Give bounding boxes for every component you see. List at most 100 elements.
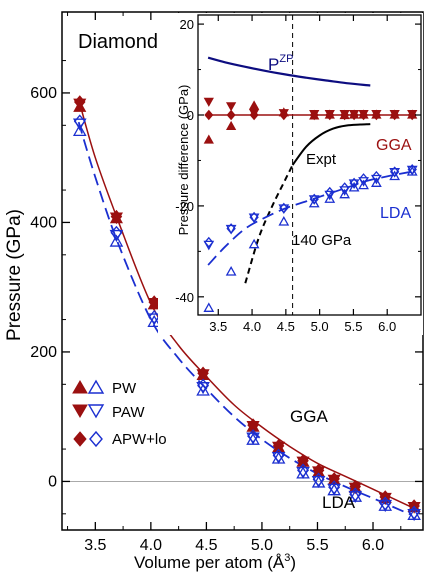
lda-pw-point (109, 234, 124, 247)
inset-lda-apw-point (358, 173, 369, 185)
lda-apw-point (73, 114, 86, 129)
legend-item-apw-lo: APW+lo (73, 430, 167, 448)
gga-apw-point (110, 209, 123, 224)
inset-expt-curve-solid (291, 123, 371, 166)
inset-lda-apw-point (204, 236, 214, 248)
legend-marker-pw-filled (72, 380, 88, 394)
main-points (72, 95, 421, 522)
inset-x-tick-label: 5.5 (344, 319, 362, 334)
inset-lda-pw-point (339, 188, 351, 199)
inset-lda-paw-point (308, 195, 320, 205)
inset-x-tick-label: 5.0 (311, 319, 329, 334)
inset-lda-pw-point (278, 215, 290, 226)
inset-gga-apw-point (325, 109, 335, 121)
inset-lda-pw-point (308, 197, 320, 208)
inset-lda-apw-point (249, 211, 259, 223)
inset-x-tick-label: 4.0 (243, 319, 261, 334)
x-tick-label: 4.0 (140, 537, 162, 554)
inset-lda-pw-point (371, 177, 382, 187)
inset-lda-pw-point (348, 181, 360, 192)
lda-apw-point (408, 505, 421, 520)
inset-y-axis-label: Pressure difference (GPa) (176, 85, 191, 236)
inset-gga-apw-point (349, 109, 359, 121)
lda-apw-point (197, 378, 210, 393)
legend-marker-apw-open (89, 430, 103, 448)
inset-y-tick-label: 20 (180, 17, 194, 32)
inset-gga-apw-point (371, 109, 381, 121)
inset-gga-paw-point (203, 97, 214, 107)
inset-y-tick-label: 0 (187, 108, 194, 123)
legend-label-apw-lo: APW+lo (112, 431, 167, 448)
lda-apw-point (247, 429, 260, 444)
inset-lda-paw-point (406, 165, 418, 176)
inset-lda-paw-point (225, 224, 237, 235)
gga-apw-point (74, 95, 86, 109)
inset-lda-paw-point (248, 213, 260, 224)
inset-lda-apw-point (371, 170, 382, 182)
inset-annotation-lda: LDA (380, 205, 411, 222)
chart-title: Diamond (78, 31, 158, 53)
inset-x-tick-label: 6.0 (378, 319, 396, 334)
y-tick-label: 200 (30, 344, 57, 361)
legend-marker-paw-open (87, 404, 105, 419)
lda-pw-point (147, 314, 162, 328)
inset-lda-pw-point (203, 302, 215, 312)
legend: PW PAW APW+lo (72, 379, 167, 448)
lda-apw-point (148, 309, 161, 324)
inset-x-tick-label: 4.5 (277, 319, 295, 334)
gga-series-label: GGA (290, 407, 328, 426)
inset-annotation-pzp: PZP (268, 53, 293, 74)
inset-lda-apw-point (349, 177, 359, 189)
inset-lda-apw-point (309, 193, 319, 205)
inset-zero-point-curve (207, 56, 371, 87)
inset-gga-apw-point (340, 109, 350, 121)
inset-y-tick-label: -20 (175, 199, 194, 214)
inset-ticks: 3.5 4.0 4.5 5.0 5.5 6.0 -40 -20 0 20 (175, 15, 421, 334)
legend-marker-apw-filled (73, 431, 87, 447)
inset-lda-curve (207, 170, 412, 266)
inset-lda-pw-point (248, 238, 260, 249)
gga-apw-point (148, 295, 160, 309)
inset-gga-paw-point (225, 102, 237, 112)
lda-apw-point (328, 480, 341, 495)
inset-annotation-140gpa: 140 GPa (292, 232, 352, 249)
x-tick-label: 6.0 (362, 537, 384, 554)
inset-gga-apw-point (309, 109, 319, 121)
lda-pw-point (196, 383, 210, 396)
inset-lda-pw-point (225, 265, 237, 276)
x-tick-label: 5.5 (306, 537, 328, 554)
inset-gga-apw-point (249, 109, 259, 121)
inset-y-tick-label: -40 (175, 290, 194, 305)
lda-apw-point (379, 496, 392, 511)
inset-lda-paw-point (278, 204, 290, 215)
inset-lda-paw-point (348, 179, 360, 190)
inset-gga-apw-point (390, 109, 400, 121)
legend-item-pw: PW (72, 379, 137, 397)
lda-pw-point (72, 123, 87, 136)
inset-gga-pw-point (203, 134, 214, 144)
inset-lda-pw-point (324, 193, 336, 203)
inset-plot-frame (197, 14, 422, 316)
inset-points (203, 97, 418, 312)
inset-lda-apw-point (389, 166, 400, 178)
inset-lda-pw-point (389, 170, 401, 181)
y-tick-label: 400 (30, 214, 57, 231)
inset-annotation-gga: GGA (376, 137, 412, 154)
inset-chart: 3.5 4.0 4.5 5.0 5.5 6.0 -40 -20 0 20 Pressure dif… (158, 13, 423, 335)
legend-label-pw: PW (112, 380, 137, 397)
inset-x-tick-label: 3.5 (209, 319, 227, 334)
y-tick-label: 600 (30, 85, 57, 102)
inset-lda-apw-point (407, 164, 417, 176)
inset-gga-apw-point (204, 109, 214, 121)
inset-gga-apw-point (359, 109, 369, 121)
inset-lda-paw-point (389, 168, 401, 178)
legend-marker-pw-open (87, 379, 105, 394)
y-axis-label: Pressure (GPa) (4, 209, 25, 341)
inset-expt-curve-dashed (244, 164, 294, 284)
inset-annotation-expt: Expt (306, 151, 337, 168)
gga-apw-point (349, 479, 361, 494)
inset-gga-apw-point (279, 109, 289, 121)
legend-label-paw: PAW (112, 404, 145, 421)
lda-apw-point (110, 225, 123, 240)
